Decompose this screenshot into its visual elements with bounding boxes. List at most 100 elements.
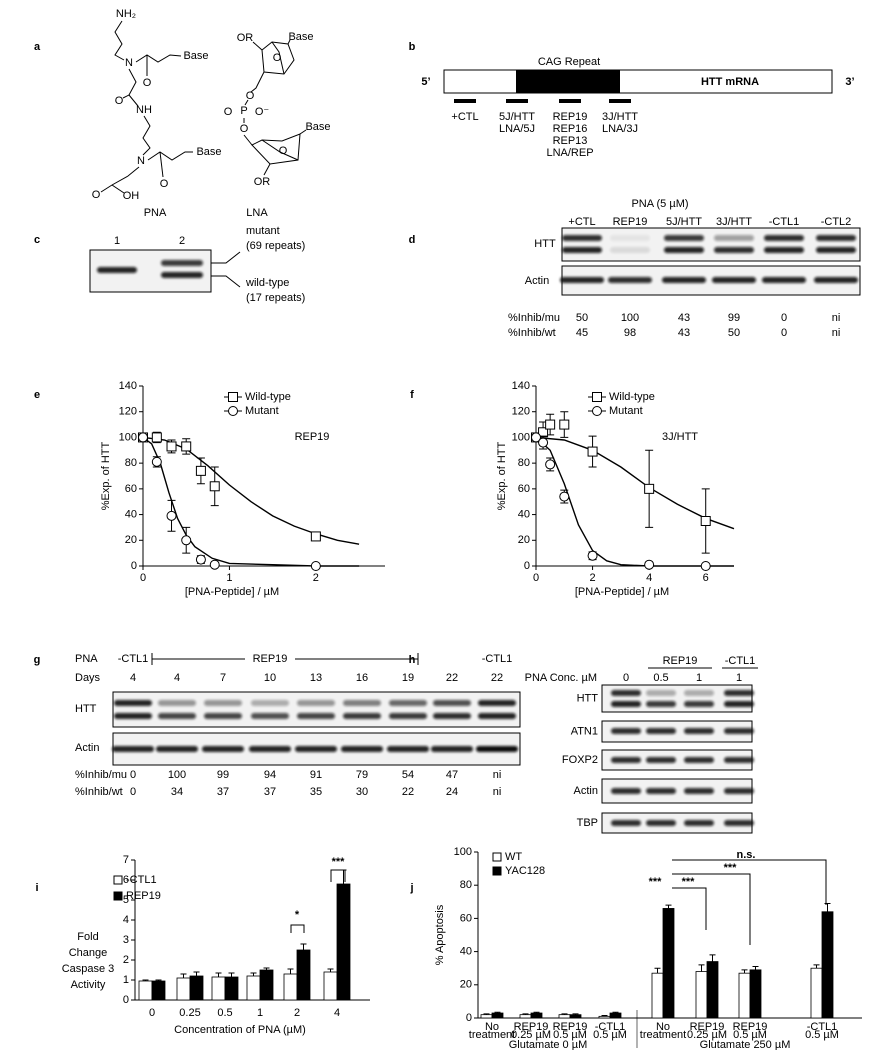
connector	[211, 275, 241, 288]
blot-band	[297, 700, 335, 706]
probe-bar	[559, 99, 581, 103]
table-cell: ni	[493, 769, 502, 781]
panel-label: b	[409, 41, 416, 53]
blot-band	[343, 713, 381, 719]
header: PNA (5 µM)	[631, 198, 688, 210]
blot-band	[724, 820, 754, 826]
data-point	[700, 516, 711, 526]
blot-label: Actin	[574, 785, 598, 797]
data-point	[538, 437, 549, 448]
table-cell: 0	[130, 786, 136, 798]
repeat-label: CAG Repeat	[538, 56, 600, 68]
bar	[558, 1014, 571, 1019]
blot-band	[712, 277, 756, 283]
y-axis-label: Fold	[77, 931, 98, 943]
probe-label: LNA/5J	[499, 123, 535, 135]
legend-label: Mutant	[609, 405, 643, 417]
y-tick-label: 0	[524, 560, 530, 572]
probe-label: LNA/REP	[546, 147, 593, 159]
x-tick-label: 0.25 µM	[511, 1029, 551, 1041]
x-tick-label: 0.5 µM	[593, 1029, 627, 1041]
atom-label: O	[224, 106, 233, 118]
x-tick-label: 1	[257, 1007, 263, 1019]
y-tick-label: 120	[512, 406, 530, 418]
data-point	[545, 419, 556, 430]
blot-label: HTT	[534, 238, 556, 250]
day-label: 4	[174, 672, 180, 684]
probe-label: REP13	[553, 135, 588, 147]
blot-band	[202, 746, 244, 752]
bar	[530, 1012, 543, 1019]
significance-bracket	[672, 859, 827, 905]
y-tick-label: 40	[125, 508, 137, 520]
significance-bracket	[330, 869, 346, 882]
legend-label: Mutant	[245, 405, 279, 417]
band-label: mutant	[246, 225, 280, 237]
blot-band	[714, 235, 754, 241]
table-cell: 99	[728, 312, 740, 324]
blot-band	[562, 247, 602, 253]
day-label: 22	[446, 672, 458, 684]
blot-band	[297, 713, 335, 719]
legend-swatch	[113, 875, 123, 885]
y-tick-label: 0	[123, 994, 129, 1006]
x-tick-label: No	[485, 1021, 499, 1033]
y-tick-label: 140	[119, 380, 137, 392]
blot-band	[433, 713, 471, 719]
blot-band	[764, 247, 804, 253]
atom-label: OR	[237, 32, 254, 44]
atom-label: O	[240, 123, 249, 135]
panel-label: e	[34, 389, 40, 401]
y-axis-label: %Exp. of HTT	[496, 441, 508, 510]
blot-band	[251, 700, 289, 706]
bar	[176, 977, 191, 1001]
x-tick-label: 0	[533, 572, 539, 584]
data-point	[559, 419, 570, 430]
blot-band	[611, 788, 641, 794]
y-tick-label: 7	[123, 854, 129, 866]
data-point	[559, 491, 570, 502]
legend-label: YAC128	[505, 865, 545, 877]
data-point	[209, 481, 220, 492]
band-label: (69 repeats)	[246, 240, 305, 252]
blot-band	[161, 272, 203, 278]
data-point	[531, 432, 541, 443]
legend-swatch	[492, 852, 502, 862]
probe-bar	[454, 99, 476, 103]
blot-band	[724, 757, 754, 763]
day-label: 7	[220, 672, 226, 684]
x-tick-label: 0.25 µM	[687, 1029, 727, 1041]
row-label: %Inhib/wt	[508, 327, 556, 339]
bar	[246, 975, 261, 1001]
data-point	[181, 535, 192, 546]
blot-band	[646, 820, 676, 826]
x-tick-label: -CTL1	[807, 1021, 838, 1033]
connector	[211, 251, 241, 264]
table-cell: 50	[728, 327, 740, 339]
y-axis-label: % Apoptosis	[434, 904, 446, 965]
atom-label: O⁻	[255, 106, 270, 118]
x-tick-label: 6	[703, 572, 709, 584]
table-cell: 22	[402, 786, 414, 798]
atom-label: O	[279, 145, 288, 157]
x-tick-label: 0	[149, 1007, 155, 1019]
lane-label: 3J/HTT	[716, 216, 752, 228]
annotation: REP19	[295, 431, 330, 443]
y-tick-label: 4	[123, 914, 129, 926]
y-tick-label: 0	[466, 1012, 472, 1024]
bar	[336, 883, 351, 1001]
bar	[283, 973, 298, 1001]
x-tick-label: 1	[226, 572, 232, 584]
blot-band	[684, 757, 714, 763]
legend-label: REP19	[126, 890, 161, 902]
table-cell: 0	[781, 312, 787, 324]
y-axis-label: Caspase 3	[62, 963, 115, 975]
conc-label: 0.5	[653, 672, 668, 684]
blot-band	[611, 701, 641, 707]
mrna-label: HTT mRNA	[701, 76, 759, 88]
y-tick-label: 0	[131, 560, 137, 572]
blot-band	[611, 690, 641, 696]
blot-band	[343, 700, 381, 706]
atom-label: O	[115, 95, 124, 107]
lna-structure	[243, 39, 307, 176]
